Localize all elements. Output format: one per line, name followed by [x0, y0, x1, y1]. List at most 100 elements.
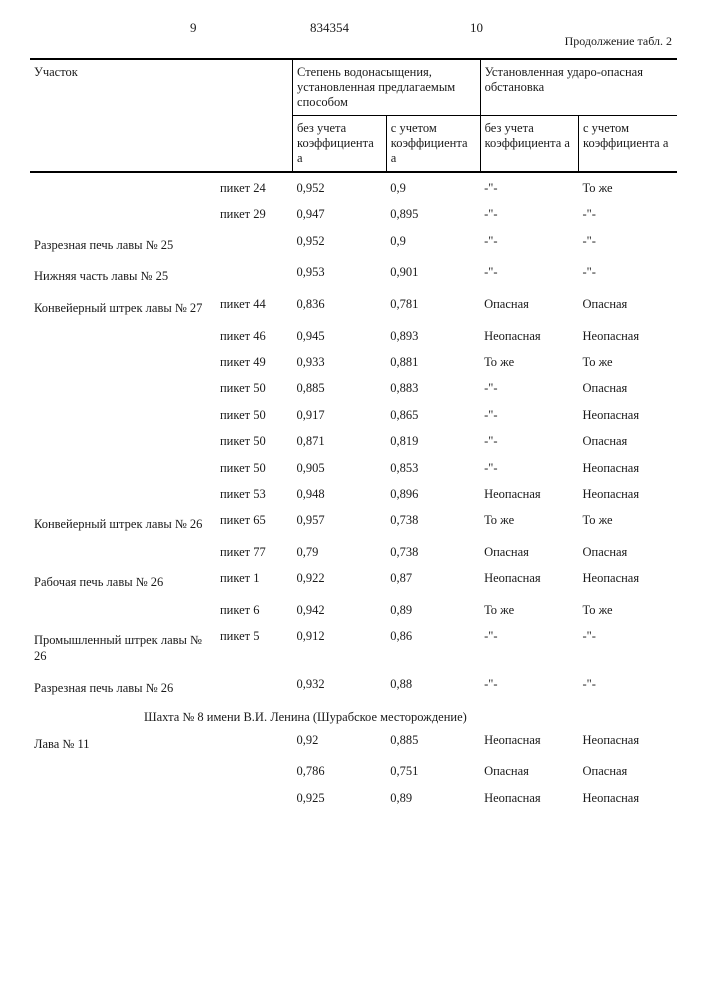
cell-s2: То же — [579, 507, 678, 539]
cell-v2: 0,896 — [386, 481, 480, 507]
cell-v1: 0,912 — [293, 623, 387, 670]
cell-s1: Опасная — [480, 291, 578, 323]
cell-piket — [216, 785, 293, 811]
cell-v2: 0,9 — [386, 228, 480, 260]
cell-s1: -"- — [480, 259, 578, 291]
cell-section — [30, 481, 216, 507]
cell-section — [30, 349, 216, 375]
cell-v1: 0,885 — [293, 375, 387, 401]
cell-s1: -"- — [480, 201, 578, 227]
cell-s1: -"- — [480, 623, 578, 670]
cell-s1: -"- — [480, 375, 578, 401]
cell-v1: 0,932 — [293, 671, 387, 703]
cell-s2: Опасная — [579, 428, 678, 454]
cell-piket: пикет 50 — [216, 455, 293, 481]
cell-piket: пикет 49 — [216, 349, 293, 375]
cell-section — [30, 375, 216, 401]
table-row: Промышленный штрек лавы № 26пикет 50,912… — [30, 623, 677, 670]
cell-s2: Неопасная — [579, 565, 678, 597]
table-row: Разрезная печь лавы № 260,9320,88-"--"- — [30, 671, 677, 703]
cell-v2: 0,751 — [386, 758, 480, 784]
cell-v2: 0,885 — [386, 727, 480, 759]
table-row: Нижняя часть лавы № 250,9530,901-"--"- — [30, 259, 677, 291]
table-row: пикет 240,9520,9-"-То же — [30, 172, 677, 201]
cell-piket: пикет 53 — [216, 481, 293, 507]
table-row: Конвейерный штрек лавы № 26пикет 650,957… — [30, 507, 677, 539]
cell-v2: 0,738 — [386, 507, 480, 539]
cell-section — [30, 201, 216, 227]
cell-v1: 0,952 — [293, 172, 387, 201]
cell-v2: 0,853 — [386, 455, 480, 481]
cell-v1: 0,957 — [293, 507, 387, 539]
cell-v1: 0,871 — [293, 428, 387, 454]
page-header: 9 834354 10 Продолжение табл. 2 — [30, 20, 677, 52]
table-row: 0,9250,89НеопаснаяНеопасная — [30, 785, 677, 811]
table-row: пикет 530,9480,896НеопаснаяНеопасная — [30, 481, 677, 507]
cell-piket: пикет 65 — [216, 507, 293, 539]
th-bez-a-2: без учета коэффициента а — [480, 116, 578, 173]
cell-v2: 0,819 — [386, 428, 480, 454]
table-row: пикет 500,9050,853-"-Неопасная — [30, 455, 677, 481]
cell-section: Рабочая печь лавы № 26 — [30, 565, 216, 597]
cell-section — [30, 539, 216, 565]
cell-v2: 0,738 — [386, 539, 480, 565]
cell-v2: 0,86 — [386, 623, 480, 670]
cell-v1: 0,836 — [293, 291, 387, 323]
cell-v1: 0,952 — [293, 228, 387, 260]
cell-s1: Неопасная — [480, 785, 578, 811]
cell-piket: пикет 1 — [216, 565, 293, 597]
cell-piket: пикет 50 — [216, 428, 293, 454]
cell-s1: Неопасная — [480, 481, 578, 507]
cell-section: Разрезная печь лавы № 25 — [30, 228, 216, 260]
cell-piket: пикет 46 — [216, 323, 293, 349]
cell-piket: пикет 29 — [216, 201, 293, 227]
page-num-right: 10 — [470, 20, 483, 36]
continuation-label: Продолжение табл. 2 — [565, 34, 672, 49]
cell-s2: -"- — [579, 228, 678, 260]
cell-section — [30, 758, 216, 784]
table-row: пикет 500,8850,883-"-Опасная — [30, 375, 677, 401]
cell-s1: Опасная — [480, 758, 578, 784]
cell-v2: 0,881 — [386, 349, 480, 375]
cell-s2: Опасная — [579, 539, 678, 565]
cell-piket: пикет 5 — [216, 623, 293, 670]
cell-s1: То же — [480, 597, 578, 623]
cell-piket — [216, 758, 293, 784]
cell-section — [30, 785, 216, 811]
cell-piket: пикет 24 — [216, 172, 293, 201]
cell-v1: 0,953 — [293, 259, 387, 291]
cell-v1: 0,948 — [293, 481, 387, 507]
cell-section — [30, 172, 216, 201]
mine-heading: Шахта № 8 имени В.И. Ленина (Шурабское м… — [34, 710, 467, 724]
cell-s1: -"- — [480, 671, 578, 703]
cell-s1: Неопасная — [480, 323, 578, 349]
table-row: пикет 500,9170,865-"-Неопасная — [30, 402, 677, 428]
th-bez-a-1: без учета коэффициента а — [293, 116, 387, 173]
cell-section: Конвейерный штрек лавы № 27 — [30, 291, 216, 323]
cell-v1: 0,905 — [293, 455, 387, 481]
table-row: 0,7860,751ОпаснаяОпасная — [30, 758, 677, 784]
th-group-hazard: Установленная ударо-опасная обстановка — [480, 59, 677, 116]
cell-s2: -"- — [579, 259, 678, 291]
cell-v2: 0,88 — [386, 671, 480, 703]
cell-piket: пикет 50 — [216, 402, 293, 428]
cell-section — [30, 402, 216, 428]
cell-s2: Опасная — [579, 291, 678, 323]
cell-v1: 0,945 — [293, 323, 387, 349]
doc-number: 834354 — [310, 20, 349, 36]
cell-s2: То же — [579, 172, 678, 201]
cell-s2: Неопасная — [579, 785, 678, 811]
cell-v2: 0,87 — [386, 565, 480, 597]
table-row: Рабочая печь лавы № 26пикет 10,9220,87Не… — [30, 565, 677, 597]
cell-s2: Неопасная — [579, 455, 678, 481]
cell-v1: 0,925 — [293, 785, 387, 811]
cell-piket: пикет 6 — [216, 597, 293, 623]
cell-section: Промышленный штрек лавы № 26 — [30, 623, 216, 670]
cell-s1: То же — [480, 349, 578, 375]
cell-s2: То же — [579, 349, 678, 375]
cell-s1: -"- — [480, 172, 578, 201]
cell-v1: 0,933 — [293, 349, 387, 375]
table-row: пикет 490,9330,881То жеТо же — [30, 349, 677, 375]
cell-s1: -"- — [480, 402, 578, 428]
cell-v2: 0,89 — [386, 597, 480, 623]
